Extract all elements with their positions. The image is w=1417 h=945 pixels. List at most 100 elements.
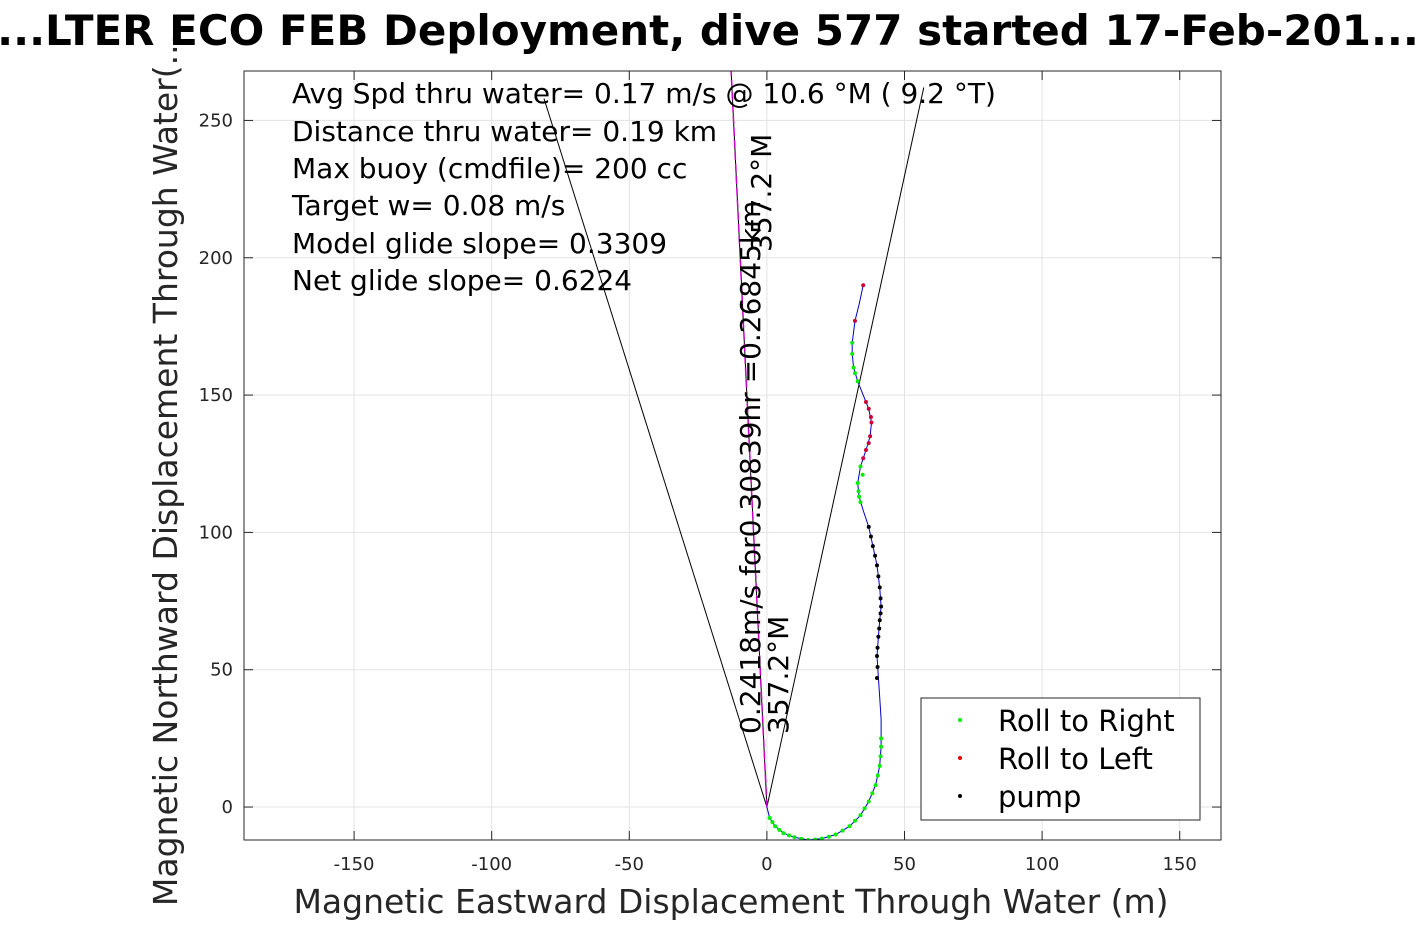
info-block: Avg Spd thru water= 0.17 m/s @ 10.6 °M (… <box>291 77 996 297</box>
reference-lines <box>543 71 925 808</box>
info-line-max-buoy: Max buoy (cmdfile)= 200 cc <box>292 152 687 185</box>
plot-frame <box>243 70 1222 841</box>
lower-heading-label: 357.2°M <box>762 616 795 734</box>
x-tick-label-4: 50 <box>893 854 916 875</box>
info-line-distance: Distance thru water= 0.19 km <box>292 115 717 148</box>
point-roll-to-right-1 <box>770 820 775 825</box>
x-tick-label-0: -150 <box>334 854 375 875</box>
point-pump-4 <box>877 618 882 623</box>
point-roll-to-right-36 <box>855 379 860 384</box>
x-tick-label-5: 100 <box>1025 854 1059 875</box>
x-tick-label-6: 150 <box>1163 854 1197 875</box>
y-tick-label-5: 250 <box>199 110 233 131</box>
point-pump-1 <box>875 645 880 650</box>
point-roll-to-left-4 <box>863 448 868 453</box>
data-points <box>767 283 884 840</box>
point-roll-to-right-22 <box>877 763 882 768</box>
point-roll-to-right-20 <box>873 783 878 788</box>
point-roll-to-right-31 <box>860 472 865 477</box>
reference-line-1 <box>766 87 925 808</box>
legend-marker-roll-right <box>958 718 962 722</box>
x-tick-label-2: -50 <box>615 854 644 875</box>
point-pump-8 <box>877 585 882 590</box>
point-roll-to-right-35 <box>852 371 857 376</box>
point-pump-12 <box>870 544 875 549</box>
point-pump-2 <box>876 634 881 639</box>
point-roll-to-right-29 <box>858 500 863 505</box>
point-roll-to-right-2 <box>773 824 778 829</box>
point-roll-to-right-32 <box>851 365 856 370</box>
legend-label-pump: pump <box>998 780 1081 814</box>
legend-box <box>920 697 1201 821</box>
point-roll-to-right-13 <box>840 828 845 833</box>
point-pump-6 <box>879 604 884 609</box>
point-roll-to-right-34 <box>850 340 855 345</box>
point-pump-11 <box>873 553 878 558</box>
point-roll-to-left-8 <box>852 318 857 323</box>
x-axis-label: Magnetic Eastward Displacement Through W… <box>293 882 1168 921</box>
point-roll-to-left-7 <box>863 399 868 404</box>
point-roll-to-left-1 <box>868 415 873 420</box>
point-roll-to-right-6 <box>792 835 797 840</box>
point-roll-to-right-33 <box>850 351 855 356</box>
point-roll-to-right-17 <box>862 806 867 811</box>
reference-line-3 <box>730 71 768 808</box>
info-line-model-glide: Model glide slope= 0.3309 <box>292 227 667 260</box>
point-roll-to-right-19 <box>870 791 875 796</box>
point-roll-to-right-26 <box>855 480 860 485</box>
info-line-net-glide: Net glide slope= 0.6224 <box>292 264 632 297</box>
point-pump-15 <box>875 664 880 669</box>
upper-heading-label: 357.2°M <box>745 134 778 252</box>
y-axis-label: Magnetic Northward Displacement Through … <box>146 34 185 906</box>
point-pump-7 <box>878 596 883 601</box>
point-roll-to-right-27 <box>856 489 861 494</box>
point-roll-to-left-2 <box>868 434 873 439</box>
point-roll-to-right-16 <box>858 813 863 818</box>
point-roll-to-right-30 <box>858 464 863 469</box>
point-roll-to-right-14 <box>847 824 852 829</box>
point-roll-to-right-5 <box>786 833 791 838</box>
chart-title: ...LTER ECO FEB Deployment, dive 577 sta… <box>0 6 1417 55</box>
y-tick-label-2: 100 <box>199 522 233 543</box>
y-tick-label-1: 50 <box>210 660 233 681</box>
legend-marker-pump <box>958 794 962 798</box>
point-roll-to-right-24 <box>879 744 884 749</box>
point-pump-14 <box>866 524 871 529</box>
point-pump-10 <box>874 563 879 568</box>
point-roll-to-left-0 <box>869 420 874 425</box>
point-roll-to-left-5 <box>861 456 866 461</box>
point-pump-13 <box>868 534 873 539</box>
current-estimate-label: 0.2418m/s for0.30839hr =0.26845km <box>734 201 767 734</box>
point-pump-3 <box>877 626 882 631</box>
point-roll-to-right-3 <box>777 827 782 832</box>
point-roll-to-right-23 <box>878 754 883 759</box>
point-roll-to-right-15 <box>852 818 857 823</box>
info-line-target-w: Target w= 0.08 m/s <box>291 189 565 222</box>
point-roll-to-right-28 <box>857 494 862 499</box>
point-roll-to-right-18 <box>866 799 871 804</box>
x-tick-label-3: 0 <box>761 854 772 875</box>
point-roll-to-right-4 <box>781 831 786 836</box>
point-roll-to-right-10 <box>819 836 824 840</box>
point-pump-5 <box>878 611 883 616</box>
info-line-avg-speed: Avg Spd thru water= 0.17 m/s @ 10.6 °M (… <box>292 77 996 110</box>
point-pump-9 <box>876 574 881 579</box>
point-roll-to-right-21 <box>875 773 880 778</box>
point-roll-to-right-25 <box>879 736 884 741</box>
point-roll-to-left-6 <box>866 406 871 411</box>
point-pump-16 <box>874 675 879 680</box>
axis-ticks: -150 -100 -50 0 50 100 150 0 50 100 150 200 250 <box>199 71 1221 875</box>
point-roll-to-right-9 <box>813 837 818 840</box>
y-tick-label-3: 150 <box>199 385 233 406</box>
reference-line-0 <box>543 98 768 808</box>
y-tick-label-4: 200 <box>199 248 233 269</box>
point-roll-to-right-12 <box>833 832 838 837</box>
legend-label-roll-right: Roll to Right <box>998 704 1175 738</box>
point-roll-to-right-7 <box>799 836 804 840</box>
point-pump-0 <box>874 653 879 658</box>
point-roll-to-left-9 <box>861 283 866 288</box>
point-roll-to-left-3 <box>866 441 871 446</box>
point-roll-to-right-11 <box>826 834 831 839</box>
point-roll-to-right-0 <box>767 816 772 821</box>
